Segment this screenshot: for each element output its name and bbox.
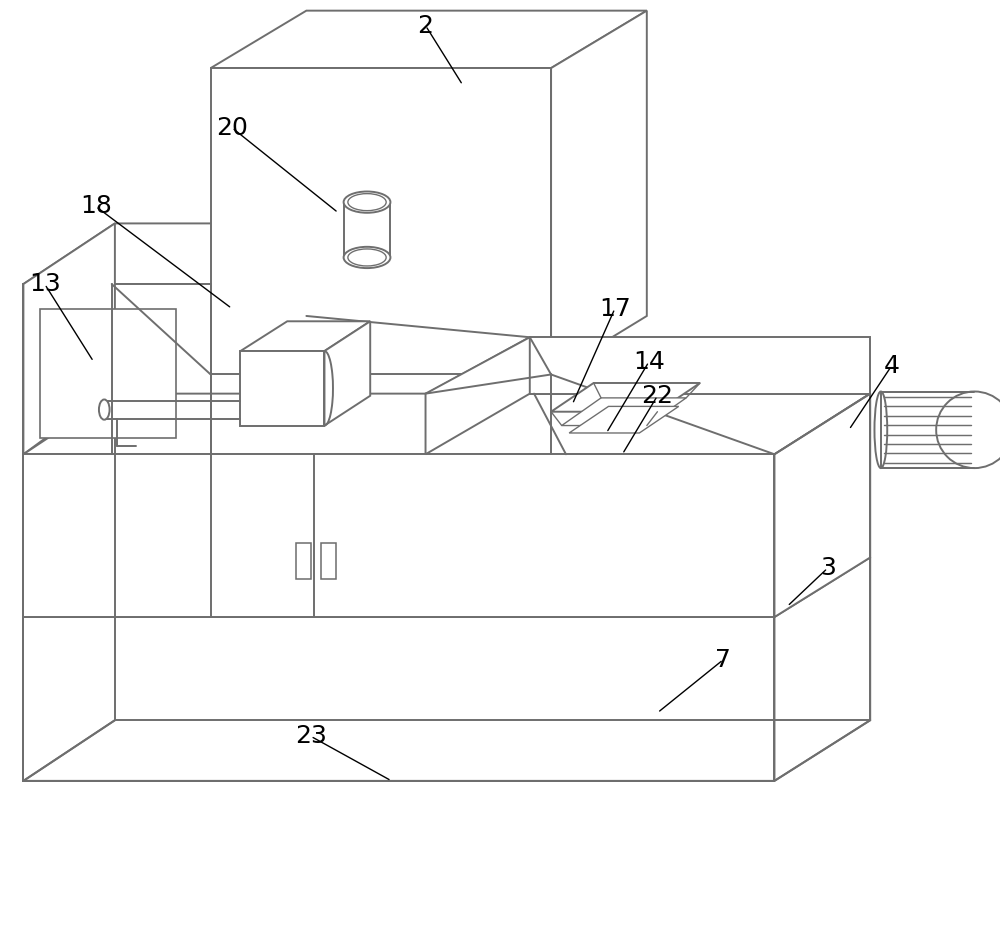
Polygon shape xyxy=(23,223,115,454)
Polygon shape xyxy=(551,10,647,374)
Polygon shape xyxy=(774,394,870,617)
Polygon shape xyxy=(23,394,870,454)
Ellipse shape xyxy=(874,392,887,468)
Text: 14: 14 xyxy=(633,350,665,374)
Ellipse shape xyxy=(348,194,386,211)
Text: 18: 18 xyxy=(80,194,112,218)
Polygon shape xyxy=(774,557,870,781)
Polygon shape xyxy=(23,223,306,284)
Polygon shape xyxy=(426,337,530,454)
Ellipse shape xyxy=(348,249,386,266)
Polygon shape xyxy=(324,321,370,425)
Polygon shape xyxy=(211,10,647,68)
Polygon shape xyxy=(562,397,686,425)
Text: 3: 3 xyxy=(820,556,836,580)
Polygon shape xyxy=(551,383,700,411)
Polygon shape xyxy=(426,337,870,394)
Text: 20: 20 xyxy=(216,116,248,140)
Text: 13: 13 xyxy=(29,272,61,296)
Polygon shape xyxy=(321,543,336,578)
Ellipse shape xyxy=(936,392,1000,468)
Polygon shape xyxy=(881,392,974,468)
Polygon shape xyxy=(23,617,774,781)
Text: 7: 7 xyxy=(715,648,731,672)
Text: 4: 4 xyxy=(883,354,899,378)
Polygon shape xyxy=(40,309,176,439)
Ellipse shape xyxy=(344,247,390,268)
Text: 17: 17 xyxy=(599,297,631,321)
Polygon shape xyxy=(240,351,324,425)
Polygon shape xyxy=(569,407,679,433)
Text: 2: 2 xyxy=(418,14,434,37)
Polygon shape xyxy=(23,284,211,454)
Text: 23: 23 xyxy=(295,724,327,748)
Ellipse shape xyxy=(344,191,390,213)
Polygon shape xyxy=(23,454,774,617)
Polygon shape xyxy=(211,68,551,374)
Ellipse shape xyxy=(99,399,110,420)
Polygon shape xyxy=(240,321,370,351)
Text: 22: 22 xyxy=(641,383,673,408)
Polygon shape xyxy=(296,543,311,578)
